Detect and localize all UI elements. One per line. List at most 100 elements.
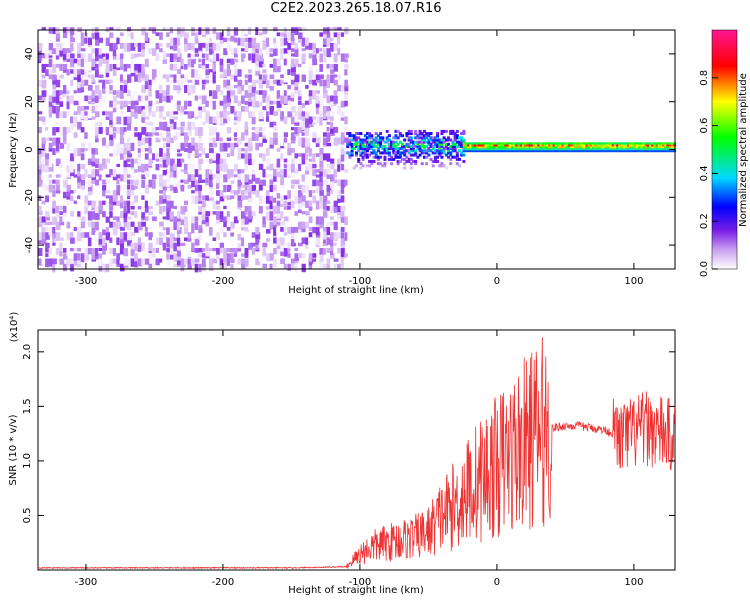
heatmap-cell [322, 37, 327, 45]
heatmap-cell [38, 48, 42, 54]
heatmap-cell [330, 221, 335, 226]
heatmap-cell [322, 32, 327, 39]
heatmap-cell [123, 200, 128, 207]
heatmap-cell [98, 74, 104, 78]
heatmap-cell [98, 253, 103, 259]
heatmap-cell [312, 237, 318, 247]
heatmap-cell [420, 142, 424, 146]
heatmap-cell [280, 211, 284, 219]
heatmap-cell [45, 163, 50, 173]
heatmap-cell [130, 53, 135, 59]
heatmap-cell [473, 148, 477, 151]
heatmap-cell [620, 144, 624, 147]
heatmap-cell [119, 53, 124, 59]
heatmap-cell [208, 58, 212, 63]
heatmap-cell [644, 146, 648, 149]
heatmap-cell [173, 42, 178, 51]
heatmap-cell [180, 58, 184, 67]
y-tick-label: -40 [24, 237, 35, 253]
heatmap-cell [45, 127, 49, 131]
heatmap-cell [184, 37, 188, 45]
heatmap-cell [344, 53, 349, 59]
heatmap-cell [169, 158, 175, 166]
heatmap-cell [41, 190, 46, 196]
heatmap-cell [176, 221, 181, 231]
heatmap-cell [414, 151, 418, 155]
heatmap-cell [119, 174, 125, 182]
heatmap-cell [208, 37, 213, 42]
heatmap-cell [664, 149, 668, 153]
heatmap-cell [80, 32, 84, 39]
heatmap-cell [41, 148, 46, 157]
heatmap-cell [330, 253, 335, 259]
heatmap-cell [635, 142, 639, 145]
heatmap-cell [486, 146, 490, 149]
heatmap-cell [359, 153, 363, 157]
heatmap-cell [294, 84, 299, 91]
heatmap-cell [319, 200, 324, 209]
heatmap-cell [233, 247, 238, 254]
heatmap-cell [298, 190, 303, 198]
heatmap-cell [506, 142, 510, 145]
heatmap-cell [226, 211, 230, 217]
heatmap-cell [350, 144, 354, 148]
heatmap-cell [294, 169, 299, 174]
heatmap-cell [287, 100, 291, 105]
heatmap-cell [414, 149, 418, 153]
heatmap-cell [528, 148, 532, 151]
heatmap-cell [350, 134, 354, 138]
heatmap-cell [563, 149, 567, 153]
heatmap-cell [84, 200, 90, 208]
heatmap-cell [473, 144, 477, 147]
heatmap-cell [137, 74, 142, 83]
heatmap-cell [94, 211, 100, 220]
heatmap-cell [668, 142, 672, 145]
heatmap-cell [212, 100, 216, 110]
heatmap-cell [433, 138, 437, 142]
heatmap-cell [290, 263, 296, 270]
heatmap-cell [66, 253, 71, 257]
heatmap-cell [219, 263, 224, 270]
heatmap-cell [655, 149, 659, 153]
heatmap-cell [201, 205, 206, 215]
heatmap-cell [506, 144, 510, 147]
heatmap-cell [77, 121, 82, 129]
heatmap-cell [381, 151, 385, 155]
heatmap-cell [48, 48, 53, 56]
heatmap-cell [372, 155, 376, 159]
heatmap-cell [305, 84, 309, 89]
heatmap-cell [414, 144, 418, 148]
heatmap-cell [144, 95, 149, 101]
heatmap-cell [241, 258, 246, 265]
heatmap-cell [241, 237, 245, 247]
heatmap-cell [226, 253, 231, 261]
heatmap-cell [340, 258, 344, 266]
heatmap-cell [635, 149, 639, 153]
heatmap-cell [102, 190, 106, 197]
heatmap-cell [283, 74, 289, 83]
heatmap-cell [94, 106, 99, 111]
heatmap-cell [141, 42, 146, 50]
heatmap-cell [187, 100, 192, 107]
heatmap-cell [130, 258, 135, 267]
heatmap-cell [87, 179, 92, 187]
heatmap-cell [372, 142, 376, 146]
heatmap-cell [315, 69, 321, 73]
heatmap-cell [233, 53, 238, 58]
heatmap-cell [475, 149, 479, 153]
heatmap-cell [370, 147, 374, 151]
heatmap-cell [55, 142, 60, 152]
heatmap-cell [45, 153, 50, 160]
heatmap-cell [159, 184, 163, 190]
heatmap-cell [70, 63, 75, 68]
heatmap-cell [173, 179, 177, 187]
heatmap-cell [237, 137, 242, 145]
heatmap-cell [55, 48, 60, 56]
heatmap-cell [451, 144, 455, 148]
heatmap-cell [94, 69, 99, 78]
heatmap-cell [244, 132, 249, 142]
heatmap-cell [301, 137, 307, 147]
heatmap-cell [559, 148, 563, 151]
heatmap-cell [638, 144, 642, 147]
heatmap-cell [102, 226, 106, 236]
